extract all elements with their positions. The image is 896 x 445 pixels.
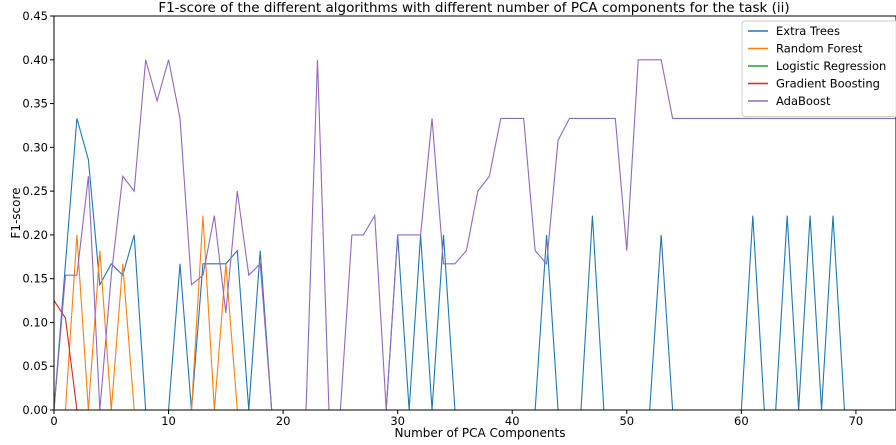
x-tick-label: 40 (505, 414, 520, 428)
x-tick-label: 30 (390, 414, 405, 428)
x-axis-label: Number of PCA Components (395, 426, 566, 440)
axes-layer: 0 10 20 30 40 50 60 70 0.00 0.05 0.10 0.15 0.20 0.25 0… (22, 9, 896, 428)
series-line-extra-trees (54, 118, 896, 410)
series-line-adaboost (54, 59, 896, 410)
y-tick-label: 0.05 (22, 359, 48, 373)
x-tick-label: 50 (619, 414, 634, 428)
legend-entry: Gradient Boosting (776, 77, 880, 91)
y-tick-label: 0.45 (22, 9, 48, 23)
chart-title: F1-score of the different algorithms wit… (158, 0, 789, 16)
y-axis-label: F1-score (9, 187, 23, 238)
x-tick-label: 60 (734, 414, 749, 428)
y-tick-label: 0.00 (22, 403, 48, 417)
y-tick-label: 0.35 (22, 97, 48, 111)
x-tick-label: 20 (276, 414, 291, 428)
legend-entry: AdaBoost (776, 94, 831, 108)
y-tick-label: 0.30 (22, 140, 48, 154)
x-tick-label: 0 (50, 414, 57, 428)
y-tick-label: 0.15 (22, 272, 48, 286)
y-tick-label: 0.20 (22, 228, 48, 242)
x-tick-label: 10 (161, 414, 176, 428)
y-tick-label: 0.40 (22, 53, 48, 67)
legend-box (741, 20, 896, 117)
x-tick-label: 70 (849, 414, 864, 428)
legend-entry: Logistic Regression (776, 59, 886, 73)
plot-frame (53, 15, 896, 411)
legend-entry: Extra Trees (776, 24, 840, 38)
y-tick-label: 0.25 (22, 184, 48, 198)
legend: Extra Trees Random Forest Logistic Regress… (741, 20, 896, 117)
series-line-gradient-boosting (54, 300, 896, 410)
y-tick-label: 0.10 (22, 315, 48, 329)
series-layer (54, 59, 896, 410)
series-line-random-forest (54, 215, 896, 410)
legend-entry: Random Forest (776, 42, 863, 56)
